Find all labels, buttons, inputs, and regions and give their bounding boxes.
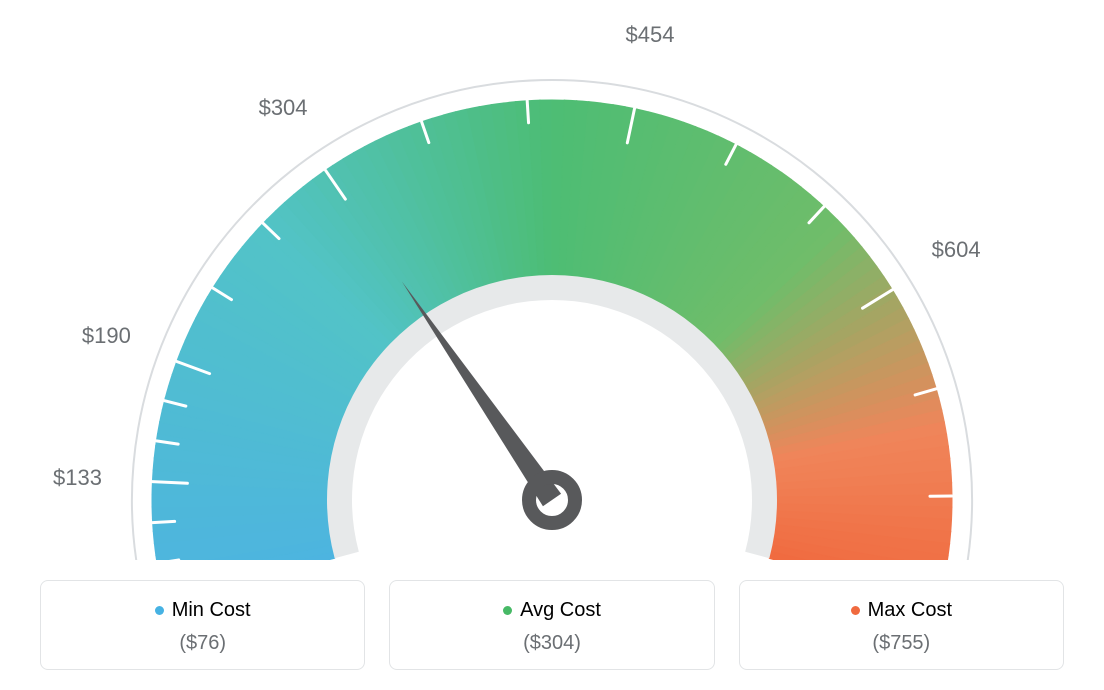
legend-name-min: Min Cost	[172, 599, 251, 622]
gauge-tick-label: $454	[626, 22, 675, 48]
legend-value-min: ($76)	[51, 632, 354, 655]
legend-value-avg: ($304)	[400, 632, 703, 655]
legend-card-max: Max Cost ($755)	[739, 580, 1064, 670]
legend-dot-min	[155, 606, 164, 615]
legend-dot-max	[851, 606, 860, 615]
legend-dot-avg	[503, 606, 512, 615]
legend-title-min: Min Cost	[155, 599, 251, 622]
legend-row: Min Cost ($76) Avg Cost ($304) Max Cost …	[40, 580, 1064, 670]
gauge-chart: $76$133$190$304$454$604$755	[0, 0, 1104, 560]
gauge-tick-label: $190	[82, 323, 131, 349]
legend-value-max: ($755)	[750, 632, 1053, 655]
gauge-tick-label: $604	[932, 237, 981, 263]
legend-title-avg: Avg Cost	[503, 599, 601, 622]
gauge-tick-label: $304	[259, 95, 308, 121]
legend-card-min: Min Cost ($76)	[40, 580, 365, 670]
legend-card-avg: Avg Cost ($304)	[389, 580, 714, 670]
legend-name-avg: Avg Cost	[520, 599, 601, 622]
gauge-svg	[0, 0, 1104, 560]
legend-name-max: Max Cost	[868, 599, 952, 622]
gauge-tick-label: $133	[53, 465, 102, 491]
legend-title-max: Max Cost	[851, 599, 952, 622]
